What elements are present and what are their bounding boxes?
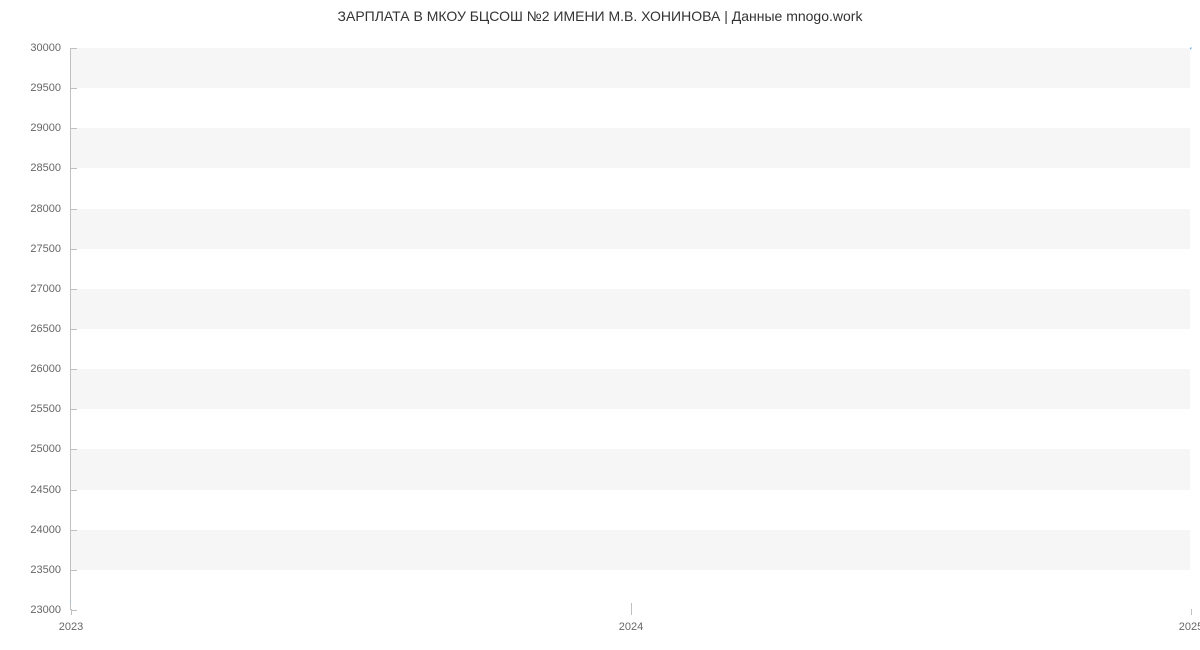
y-tick (71, 48, 77, 49)
y-axis-label: 24000 (30, 524, 61, 536)
y-axis-label: 29000 (30, 122, 61, 134)
grid-band (71, 530, 1190, 570)
grid-band (71, 329, 1190, 369)
y-axis-label: 27000 (30, 283, 61, 295)
y-tick (71, 128, 77, 129)
grid-band (71, 88, 1190, 128)
grid-band (71, 249, 1190, 289)
y-tick (71, 570, 77, 571)
y-tick (71, 88, 77, 89)
y-axis-label: 23000 (30, 604, 61, 616)
line-chart: ЗАРПЛАТА В МКОУ БЦСОШ №2 ИМЕНИ М.В. ХОНИ… (0, 0, 1200, 650)
y-axis-label: 30000 (30, 42, 61, 54)
y-axis-label: 24500 (30, 484, 61, 496)
y-axis-label: 27500 (30, 243, 61, 255)
y-axis-label: 23500 (30, 564, 61, 576)
y-tick (71, 490, 77, 491)
y-tick (71, 409, 77, 410)
y-axis-label: 26500 (30, 323, 61, 335)
plot-area: 2300023500240002450025000255002600026500… (70, 48, 1190, 610)
grid-band (71, 128, 1190, 168)
chart-title: ЗАРПЛАТА В МКОУ БЦСОШ №2 ИМЕНИ М.В. ХОНИ… (0, 8, 1200, 24)
grid-band (71, 289, 1190, 329)
y-tick (71, 289, 77, 290)
y-tick (71, 449, 77, 450)
grid-band (71, 490, 1190, 530)
x-tick (631, 609, 632, 615)
x-tick (71, 609, 72, 615)
y-tick (71, 530, 77, 531)
grid-band (71, 369, 1190, 409)
grid-band (71, 409, 1190, 449)
grid-band (71, 449, 1190, 489)
x-tick-inner (631, 603, 632, 609)
x-tick (1191, 609, 1192, 615)
y-axis-label: 28500 (30, 162, 61, 174)
y-axis-label: 26000 (30, 363, 61, 375)
y-tick (71, 249, 77, 250)
y-tick (71, 329, 77, 330)
y-tick (71, 369, 77, 370)
x-axis-label: 2023 (59, 621, 83, 633)
y-axis-label: 25500 (30, 403, 61, 415)
y-axis-label: 28000 (30, 203, 61, 215)
grid-band (71, 168, 1190, 208)
grid-band (71, 48, 1190, 88)
y-tick (71, 168, 77, 169)
y-tick (71, 209, 77, 210)
y-axis-label: 29500 (30, 82, 61, 94)
grid-band (71, 209, 1190, 249)
x-axis-label: 2024 (619, 621, 643, 633)
x-axis-label: 2025 (1179, 621, 1200, 633)
y-axis-label: 25000 (30, 443, 61, 455)
